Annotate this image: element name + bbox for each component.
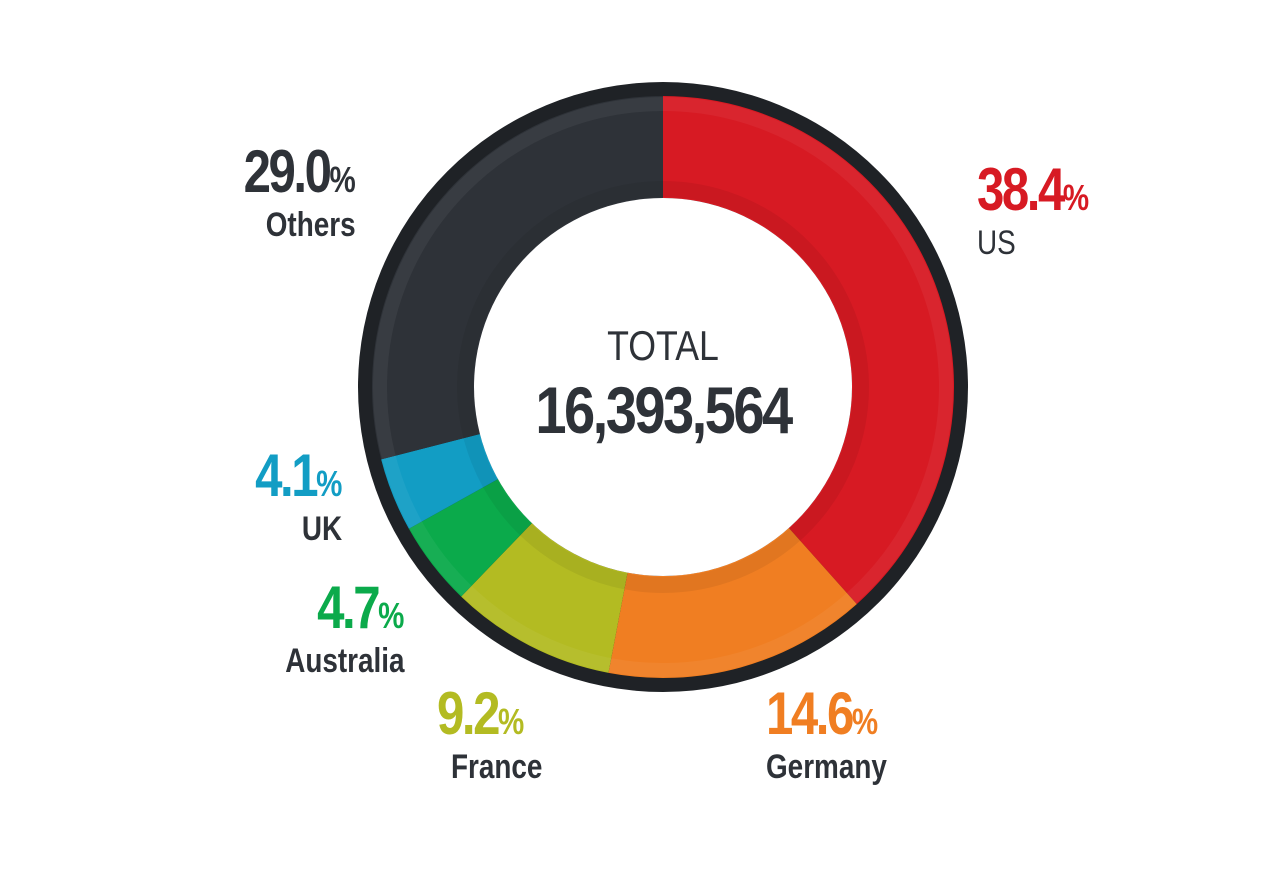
label-others: 29.0% Others	[150, 138, 356, 244]
label-uk: 4.1% UK	[150, 442, 342, 548]
france-name: France	[451, 748, 543, 786]
label-france: 9.2% France	[437, 680, 563, 786]
slice-uk	[381, 434, 498, 529]
donut-slices	[371, 96, 954, 678]
label-germany: 14.6% Germany	[766, 680, 913, 786]
slice-us	[663, 96, 954, 605]
donut-inner-shade	[457, 181, 869, 593]
donut-hole	[474, 198, 852, 576]
slice-france	[461, 523, 628, 673]
australia-name: Australia	[284, 642, 404, 680]
us-name: US	[977, 224, 1016, 262]
us-percent: 38.4%	[977, 156, 1090, 223]
slice-highlight	[373, 97, 953, 677]
australia-percent: 4.7%	[316, 574, 404, 641]
others-name: Others	[266, 206, 356, 244]
germany-percent: 14.6%	[766, 680, 879, 747]
total-value: 16,393,564	[535, 373, 793, 447]
label-us: 38.4% US	[977, 156, 1114, 262]
france-percent: 9.2%	[437, 680, 525, 747]
slice-australia	[408, 479, 532, 597]
label-australia: 4.7% Australia	[150, 574, 404, 680]
uk-name: UK	[301, 510, 342, 548]
uk-percent: 4.1%	[254, 442, 342, 509]
slice-others	[371, 96, 663, 460]
total-label: TOTAL	[607, 322, 719, 369]
others-percent: 29.0%	[243, 138, 356, 205]
slice-germany	[608, 527, 857, 678]
germany-name: Germany	[766, 748, 887, 786]
